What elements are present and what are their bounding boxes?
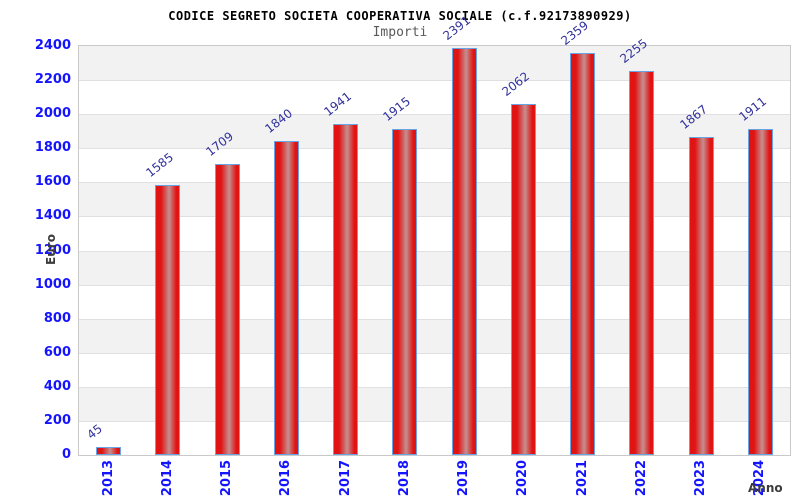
y-tick-label: 200 [43, 412, 71, 428]
y-tick-label: 1000 [34, 276, 71, 292]
x-tick-label: 2023 [693, 459, 709, 497]
x-tick-label: 2022 [633, 459, 649, 497]
bar [629, 70, 655, 455]
gridline [79, 182, 790, 184]
gridline [79, 80, 790, 82]
y-tick-label: 1400 [34, 208, 71, 224]
gridline [79, 216, 790, 218]
x-tick-label: 2018 [396, 459, 412, 497]
plot-band [79, 386, 790, 421]
plot-band [79, 114, 790, 149]
bar [96, 447, 122, 455]
y-tick-label: 1200 [34, 242, 71, 258]
y-tick-label: 0 [61, 447, 71, 462]
bar [510, 103, 536, 455]
gridline [79, 250, 790, 252]
gridline [79, 352, 790, 354]
bar [570, 52, 596, 455]
plot-band [79, 250, 790, 285]
y-tick-label: 1800 [34, 140, 71, 156]
gridline [79, 318, 790, 320]
gridline [79, 284, 790, 286]
y-tick-label: 800 [43, 310, 71, 326]
plot-band [79, 216, 790, 251]
plot-band [79, 420, 790, 455]
bar [688, 136, 714, 455]
y-tick-label: 400 [43, 378, 71, 394]
gridline [79, 420, 790, 422]
gridline [79, 114, 790, 116]
x-tick-label: 2020 [515, 459, 531, 497]
plot-band [79, 80, 790, 115]
x-tick-label: 2014 [159, 459, 175, 497]
plot-band [79, 182, 790, 217]
plot-band [79, 318, 790, 353]
plot-area [78, 45, 791, 456]
y-tick-label: 2200 [34, 72, 71, 88]
y-tick-label: 1600 [34, 174, 71, 190]
bar [155, 184, 181, 455]
plot-band [79, 46, 790, 81]
y-axis-title: Euro [44, 234, 58, 265]
chart-subtitle: Importi [372, 25, 428, 40]
y-tick-label: 2400 [34, 38, 71, 53]
x-tick-label: 2016 [278, 459, 294, 497]
gridline [79, 148, 790, 150]
chart-title: CODICE SEGRETO SOCIETA COOPERATIVA SOCIA… [168, 9, 632, 23]
bar [747, 129, 773, 455]
y-tick-label: 600 [43, 344, 71, 360]
bar [333, 124, 359, 455]
x-tick-label: 2013 [100, 459, 116, 497]
bar [214, 163, 240, 455]
bar [392, 128, 418, 455]
x-tick-label: 2015 [219, 459, 235, 497]
plot-band [79, 284, 790, 319]
x-tick-label: 2017 [337, 459, 353, 497]
bar [273, 141, 299, 455]
plot-band [79, 352, 790, 387]
x-tick-label: 2019 [456, 459, 472, 497]
bar [451, 47, 477, 455]
y-tick-label: 2000 [34, 106, 71, 122]
gridline [79, 386, 790, 388]
plot-band [79, 148, 790, 183]
x-axis-title: Anno [748, 481, 783, 495]
x-tick-label: 2021 [574, 459, 590, 497]
